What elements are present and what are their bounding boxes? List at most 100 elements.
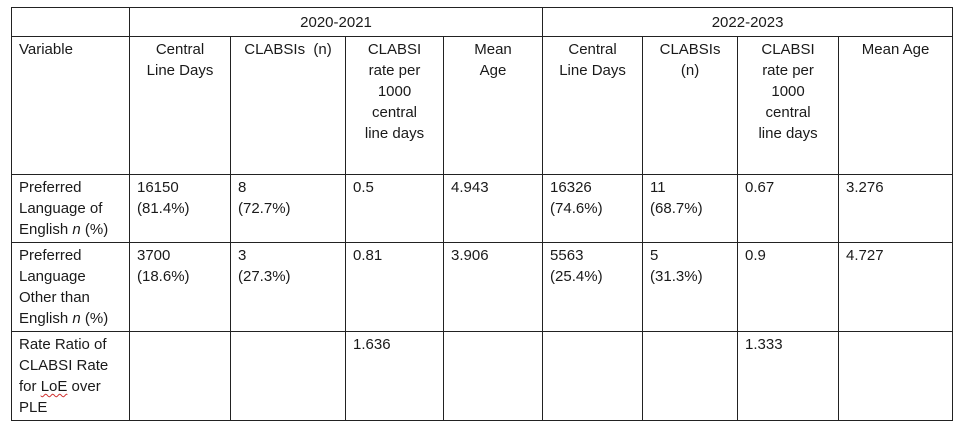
header-text-line: CLABSI [761, 41, 815, 58]
table-row-rate-ratio: Rate Ratio of CLABSI Rate for LoE over P… [11, 331, 954, 421]
ple-p2-clabsis: 11 (68.7%) [642, 174, 739, 243]
cell-value-line: (81.4%) [137, 200, 190, 217]
clabsi-table: 2020-2021 2022-2023 Variable Central Lin… [11, 7, 954, 421]
ratio-p1-clabsi-rate: 1.636 [345, 331, 444, 421]
header-text-line: CLABSIs [659, 41, 721, 58]
spellcheck-flagged-word: LoE [40, 378, 68, 395]
p1-clabsi-rate-header: CLABSI rate per 1000 central line days [345, 36, 444, 175]
cell-value-line: (68.7%) [650, 200, 703, 217]
row-label-lope: Preferred Language Other than English n … [11, 242, 130, 332]
row-label-line: Preferred [19, 247, 82, 264]
header-text-line: (n) [680, 62, 700, 79]
ple-p2-central-line-days: 16326 (74.6%) [542, 174, 644, 243]
empty-corner-cell [11, 7, 130, 37]
header-text-line: rate per [762, 62, 814, 79]
row-label-line: PLE [19, 399, 48, 416]
cell-value-line: (74.6%) [550, 200, 603, 217]
cell-value-line: (72.7%) [238, 200, 291, 217]
table-row-preferred-language-other: Preferred Language Other than English n … [11, 242, 954, 332]
p2-central-line-days-header: Central Line Days [542, 36, 644, 175]
lope-p2-clabsis: 5 (31.3%) [642, 242, 739, 332]
cell-value-line: 3700 [137, 247, 171, 264]
lope-p1-clabsi-rate: 0.81 [345, 242, 444, 332]
lope-p1-mean-age: 3.906 [442, 242, 544, 332]
row-label-line: Language [19, 268, 86, 285]
variable-header: Variable [11, 36, 130, 175]
lope-p2-central-line-days: 5563 (25.4%) [542, 242, 644, 332]
header-text-line: Central [568, 41, 617, 58]
lope-p2-mean-age: 4.727 [838, 242, 954, 332]
ratio-p2-central-line-days [542, 331, 644, 421]
period-2020-2021-header: 2020-2021 [128, 7, 544, 37]
ple-p1-clabsi-rate: 0.5 [345, 174, 444, 243]
header-text-line: 1000 [771, 83, 805, 100]
p1-mean-age-header: Mean Age [442, 36, 544, 175]
header-text-line: Line Days [146, 62, 214, 79]
header-text-line: Central [155, 41, 205, 58]
lope-p2-clabsi-rate: 0.9 [737, 242, 840, 332]
row-label-ple: Preferred Language of English n (%) [11, 174, 130, 243]
p1-central-line-days-header: Central Line Days [129, 36, 231, 175]
row-label-text: (%) [80, 221, 109, 238]
row-label-line: for LoE over [19, 376, 122, 397]
header-text-line: Mean Age [861, 41, 930, 58]
row-label-rate-ratio: Rate Ratio of CLABSI Rate for LoE over P… [11, 331, 130, 421]
ratio-p2-clabsi-rate: 1.333 [737, 331, 840, 421]
row-label-text: (%) [80, 310, 109, 327]
row-label-text: over [67, 378, 101, 395]
row-label-line: Language of [19, 200, 103, 217]
ratio-p1-mean-age [442, 331, 544, 421]
header-text-line: Mean [474, 41, 512, 58]
row-label-italic-n: n [72, 221, 81, 238]
header-text-line: line days [364, 125, 425, 142]
period-2022-2023-header: 2022-2023 [542, 7, 954, 37]
cell-value-line: (27.3%) [238, 268, 291, 285]
header-text-line: central [765, 104, 811, 121]
row-label-line: Preferred [19, 179, 82, 196]
row-label-line: English n (%) [19, 219, 122, 240]
header-text-line: 1000 [377, 83, 412, 100]
header-text-line: CLABSIs (n) [244, 41, 332, 58]
lope-p1-clabsis: 3 (27.3%) [230, 242, 346, 332]
ratio-p1-clabsis [230, 331, 346, 421]
header-text-line: rate per [368, 62, 421, 79]
table-row-preferred-language-english: Preferred Language of English n (%) 1615… [11, 174, 954, 243]
p2-clabsis-header: CLABSIs (n) [642, 36, 739, 175]
ple-p1-central-line-days: 16150 (81.4%) [129, 174, 231, 243]
lope-p1-central-line-days: 3700 (18.6%) [129, 242, 231, 332]
row-label-text: English [19, 310, 73, 327]
cell-value-line: 3 [238, 247, 247, 264]
column-header-row: Variable Central Line Days CLABSIs (n) C… [11, 36, 954, 175]
p2-mean-age-header: Mean Age [838, 36, 954, 175]
period-header-row: 2020-2021 2022-2023 [11, 7, 954, 37]
header-text-line: line days [758, 125, 818, 142]
cell-value-line: 8 [238, 179, 247, 196]
row-label-line: CLABSI Rate [19, 357, 109, 374]
cell-value-line: (18.6%) [137, 268, 190, 285]
row-label-line: Other than [19, 289, 90, 306]
cell-value-line: 5563 [550, 247, 584, 264]
ple-p2-clabsi-rate: 0.67 [737, 174, 840, 243]
header-text-line: central [371, 104, 418, 121]
ratio-p1-central-line-days [129, 331, 231, 421]
ple-p1-clabsis: 8 (72.7%) [230, 174, 346, 243]
cell-value-line: (31.3%) [650, 268, 703, 285]
row-label-text: for [19, 378, 41, 395]
ple-p2-mean-age: 3.276 [838, 174, 954, 243]
cell-value-line: 11 [650, 179, 666, 196]
header-text-line: Age [479, 62, 507, 79]
cell-value-line: 16326 [550, 179, 592, 196]
ple-p1-mean-age: 4.943 [442, 174, 544, 243]
row-label-line: Rate Ratio of [19, 336, 107, 353]
p2-clabsi-rate-header: CLABSI rate per 1000 central line days [737, 36, 840, 175]
p1-clabsis-header: CLABSIs (n) [230, 36, 346, 175]
cell-value-line: (25.4%) [550, 268, 603, 285]
ratio-p2-clabsis [642, 331, 739, 421]
header-text-line: Line Days [559, 62, 626, 79]
row-label-line: English n (%) [19, 308, 122, 329]
cell-value-line: 16150 [137, 179, 179, 196]
row-label-text: English [19, 221, 73, 238]
cell-value-line: 5 [650, 247, 659, 264]
ratio-p2-mean-age [838, 331, 954, 421]
row-label-italic-n: n [72, 310, 81, 327]
